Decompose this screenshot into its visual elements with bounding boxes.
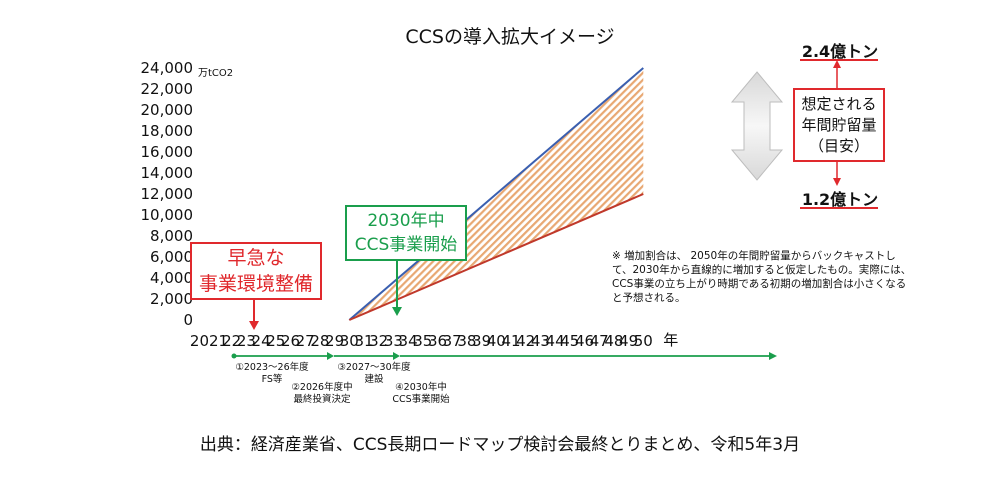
timeline-m4-head [769, 352, 777, 360]
x-tick-label: 48 [604, 332, 623, 350]
capacity-line-3: （目安） [808, 136, 869, 155]
milestone-2: ②2026年度中 最終投資決定 [284, 382, 360, 406]
y-tick-label: 8,000 [150, 227, 193, 245]
lower-target-label: 1.2億トン [801, 190, 879, 209]
x-tick-label: 44 [546, 332, 565, 350]
x-tick-label: 42 [516, 332, 535, 350]
x-tick-label: 28 [310, 332, 329, 350]
x-tick-label: 40 [487, 332, 506, 350]
milestone-2-line-1: ②2026年度中 [291, 382, 353, 393]
y-tick-label: 6,000 [150, 248, 193, 266]
chart-title: CCSの導入拡大イメージ [405, 26, 615, 48]
x-tick-label: 29 [325, 332, 344, 350]
x-tick-label: 23 [237, 332, 256, 350]
range-double-arrow [730, 71, 784, 181]
capacity-arrowhead-down [833, 178, 841, 186]
y-axis-unit: 万tCO2 [198, 68, 234, 79]
x-tick-label: 30 [340, 332, 359, 350]
x-tick-label: 46 [575, 332, 594, 350]
start-box: 2030年中 CCS事業開始 [345, 205, 467, 261]
milestone-3: ③2027～30年度 建設 [336, 362, 412, 386]
x-tick-label: 27 [296, 332, 315, 350]
milestone-4-line-2: CCS事業開始 [392, 394, 450, 405]
urgent-line-2: 事業環境整備 [198, 273, 313, 295]
urgent-box: 早急な 事業環境整備 [190, 242, 322, 300]
timeline-m1-dot [231, 353, 237, 359]
x-tick-label: 24 [252, 332, 271, 350]
x-tick-label: 25 [266, 332, 285, 350]
x-tick-label: 36 [428, 332, 447, 350]
x-tick-label: 50 [634, 332, 653, 350]
x-tick-label: 2021 [190, 332, 228, 350]
x-tick-label: 49 [619, 332, 638, 350]
x-tick-label: 41 [501, 332, 520, 350]
x-tick-label: 45 [560, 332, 579, 350]
x-tick-label: 43 [531, 332, 550, 350]
milestone-1-line-2: FS等 [261, 374, 283, 385]
timeline-m1-head [327, 352, 334, 360]
start-line-2: CCS事業開始 [354, 235, 458, 255]
capacity-box: 想定される 年間貯留量 （目安） [793, 88, 885, 162]
start-arrowhead [392, 307, 402, 316]
x-tick-label: 31 [354, 332, 373, 350]
milestone-1: ①2023～26年度 FS等 [232, 362, 312, 386]
y-tick-label: 14,000 [141, 164, 194, 182]
x-tick-label: 37 [443, 332, 462, 350]
x-tick-label: 39 [472, 332, 491, 350]
x-tick-label: 47 [590, 332, 609, 350]
urgent-arrowhead [249, 321, 259, 330]
y-tick-label: 24,000 [141, 59, 194, 77]
y-tick-label: 0 [183, 311, 193, 329]
y-tick-label: 20,000 [141, 101, 194, 119]
x-tick-label: 22 [222, 332, 241, 350]
y-tick-label: 4,000 [150, 269, 193, 287]
x-tick-label: 33 [384, 332, 403, 350]
y-tick-label: 2,000 [150, 290, 193, 308]
start-line-1: 2030年中 [367, 211, 445, 231]
milestone-4: ④2030年中 CCS事業開始 [386, 382, 456, 406]
x-tick-label: 32 [369, 332, 388, 350]
y-tick-label: 18,000 [141, 122, 194, 140]
capacity-line-2: 年間貯留量 [801, 115, 877, 134]
x-axis-unit: 年 [663, 331, 678, 349]
milestone-1-line-1: ①2023～26年度 [235, 362, 309, 373]
lower-growth-line [348, 193, 644, 321]
milestone-4-line-1: ④2030年中 [395, 382, 447, 393]
source-citation: 出典：経済産業省、CCS長期ロードマップ検討会最終とりまとめ、令和5年3月 [199, 435, 801, 455]
upper-target-label: 2.4億トン [801, 42, 879, 61]
x-tick-label: 38 [457, 332, 476, 350]
urgent-line-1: 早急な [227, 247, 285, 269]
capacity-line-1: 想定される [801, 94, 877, 113]
upper-growth-line [348, 67, 644, 321]
x-tick-label: 26 [281, 332, 300, 350]
milestone-2-line-2: 最終投資決定 [293, 394, 351, 405]
x-tick-label: 34 [399, 332, 418, 350]
y-tick-label: 12,000 [141, 185, 194, 203]
milestone-3-line-2: 建設 [364, 374, 384, 385]
timeline-m3-head [393, 352, 400, 360]
y-tick-label: 22,000 [141, 80, 194, 98]
y-tick-label: 10,000 [141, 206, 194, 224]
y-tick-label: 16,000 [141, 143, 194, 161]
assumption-note: ※ 増加割合は、 2050年の年間貯留量からバックキャストして、2030年から直… [612, 250, 912, 304]
x-tick-label: 35 [413, 332, 432, 350]
capacity-arrowhead-up [833, 60, 841, 68]
milestone-3-line-1: ③2027～30年度 [337, 362, 411, 373]
